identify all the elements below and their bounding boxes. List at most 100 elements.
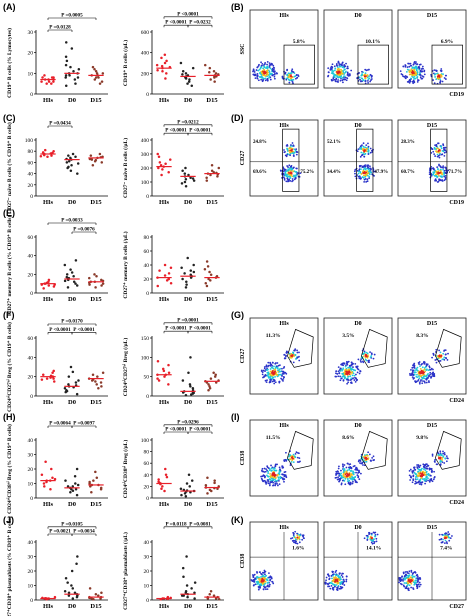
flow-event [266, 63, 268, 66]
flow-event [367, 142, 369, 145]
flow-event [335, 584, 338, 586]
y-tick-label: 0 [146, 92, 149, 98]
flow-event [375, 540, 378, 543]
flow-event [357, 148, 360, 151]
flow-event [404, 64, 407, 66]
p-value-label: P =0.0105 [61, 521, 83, 527]
flow-event [284, 168, 287, 171]
flow-plot-title: HIs [279, 321, 289, 327]
flow-event [431, 356, 433, 359]
flow-event [264, 370, 266, 372]
p-value-label: P =0.0170 [61, 319, 83, 325]
flow-event [299, 172, 302, 175]
flow-event [260, 78, 263, 81]
flow-event [343, 64, 346, 66]
flow-event [277, 476, 280, 479]
data-point [53, 595, 57, 599]
data-point [184, 77, 188, 80]
flow-event [418, 585, 421, 588]
flow-event [405, 574, 408, 576]
flow-event [367, 166, 369, 168]
flow-event [344, 78, 347, 81]
flow-event [268, 585, 271, 588]
flow-event [439, 79, 442, 82]
flow-event [329, 68, 332, 71]
data-point [193, 591, 196, 594]
flow-event [373, 531, 376, 534]
flow-event [335, 78, 337, 81]
data-point [70, 47, 74, 50]
flow-event [412, 80, 415, 83]
p-value-label: P <0.0001 [177, 11, 199, 17]
flow-event [261, 62, 264, 65]
panel-label-h: (H) [3, 412, 16, 422]
y-axis-label: CD27⁺ memory B cells (% CD19⁺ B cells) [6, 216, 13, 315]
flow-event [435, 143, 438, 146]
flow-event [293, 170, 296, 173]
flow-event [423, 70, 426, 73]
flow-event [423, 468, 425, 471]
flow-event [428, 467, 431, 470]
flow-event [261, 64, 263, 67]
flow-event [361, 77, 364, 80]
flow-event [403, 575, 406, 578]
data-point [207, 383, 210, 386]
flow-event [272, 373, 274, 376]
flow-event [418, 381, 421, 384]
y-tick-label: 80 [144, 450, 150, 456]
flow-event [419, 583, 422, 586]
flow-event [363, 153, 366, 156]
data-point [50, 76, 54, 79]
flow-event [334, 571, 337, 573]
flow-event [276, 479, 279, 482]
flow-event [399, 576, 402, 579]
flow-event [408, 469, 411, 472]
flow-event [339, 79, 342, 82]
flow-event [419, 76, 422, 79]
data-point [72, 280, 76, 284]
flow-event [337, 476, 339, 479]
flow-event [279, 373, 282, 376]
data-point [76, 483, 80, 487]
data-point [41, 151, 45, 154]
flow-event [261, 579, 264, 582]
flow-event [412, 572, 415, 574]
y-tick-label: 10 [28, 584, 34, 590]
flow-event [267, 584, 269, 587]
flow-event [443, 146, 446, 149]
flow-event [403, 582, 406, 584]
flow-event [406, 584, 409, 587]
flow-event [335, 64, 338, 67]
data-point [156, 284, 160, 288]
flow-event [260, 580, 263, 583]
data-point [181, 277, 184, 281]
flow-event [428, 468, 431, 471]
x-tick-label: HIs [43, 399, 54, 406]
flow-event [444, 539, 447, 542]
flow-event [285, 78, 288, 81]
flow-event [416, 577, 419, 579]
y-tick-label: 40 [28, 355, 34, 361]
data-point [91, 373, 95, 376]
flow-gate [282, 128, 300, 192]
flow-event [420, 483, 423, 486]
flow-event [276, 374, 279, 376]
flow-event [439, 73, 442, 76]
flow-event [415, 473, 417, 476]
flow-event [439, 452, 442, 455]
flow-event [269, 368, 272, 370]
data-point [47, 278, 51, 282]
flow-event [400, 583, 403, 586]
flow-event [439, 459, 442, 462]
flow-event [412, 575, 415, 578]
x-tick-label: HIs [43, 296, 54, 303]
flow-event [366, 534, 369, 537]
data-point [164, 473, 168, 477]
flow-event [367, 451, 370, 454]
flow-event [440, 355, 443, 357]
flow-event [283, 170, 286, 172]
data-point [212, 70, 216, 73]
flow-event [272, 74, 275, 76]
flow-event [421, 70, 424, 73]
